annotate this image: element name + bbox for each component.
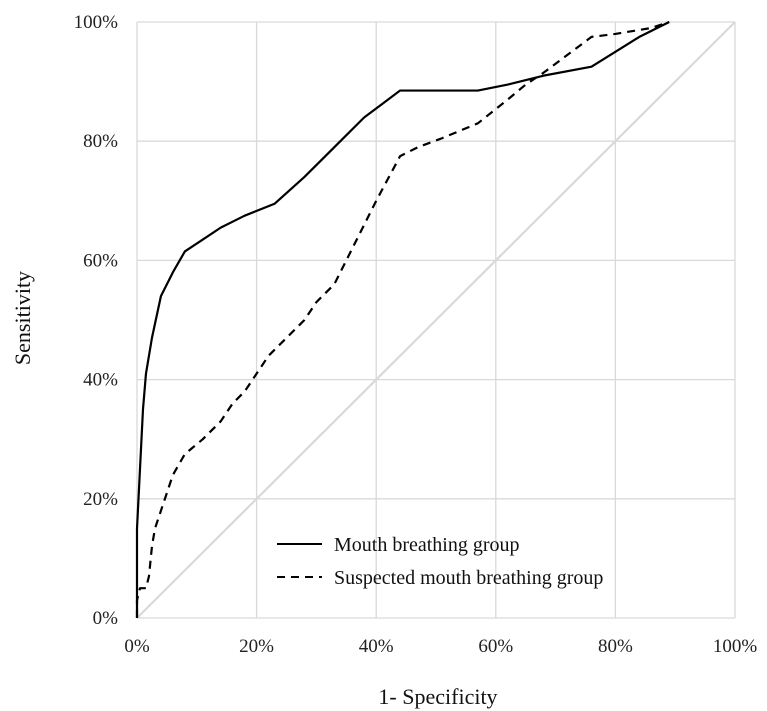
legend-label-mouth-breathing: Mouth breathing group	[334, 534, 520, 556]
y-tick-label: 0%	[93, 608, 119, 629]
series-lines	[135, 20, 670, 618]
y-axis-title: Sensitivity	[10, 271, 35, 365]
y-tick-label: 60%	[83, 250, 118, 271]
gridlines	[136, 21, 736, 619]
y-tick-label: 40%	[83, 370, 118, 391]
legend: Mouth breathing group Suspected mouth br…	[277, 534, 603, 589]
y-tick-labels: 0% 20% 40% 60% 80% 100%	[74, 12, 119, 629]
x-axis-title: 1- Specificity	[378, 684, 497, 709]
x-tick-label: 80%	[598, 636, 633, 657]
legend-label-suspected-mouth-breathing: Suspected mouth breathing group	[334, 567, 603, 589]
y-tick-label: 80%	[83, 131, 118, 152]
series-line-0	[135, 21, 670, 618]
y-tick-label: 100%	[74, 12, 119, 33]
x-tick-label: 20%	[239, 636, 274, 657]
reference-diagonal-line	[136, 21, 736, 619]
x-tick-labels: 0% 20% 40% 60% 80% 100%	[124, 636, 757, 657]
x-tick-label: 100%	[713, 636, 758, 657]
x-tick-label: 0%	[124, 636, 150, 657]
x-tick-label: 60%	[478, 636, 513, 657]
x-tick-label: 40%	[359, 636, 394, 657]
y-tick-label: 20%	[83, 489, 118, 510]
series-line-1	[135, 20, 670, 618]
